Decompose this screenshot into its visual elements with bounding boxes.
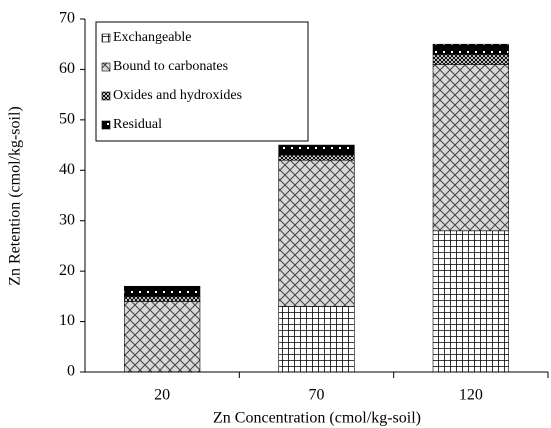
legend-swatch bbox=[101, 33, 111, 43]
legend-box bbox=[95, 21, 309, 142]
legend-swatch bbox=[101, 62, 111, 72]
bar-segment bbox=[432, 43, 509, 55]
y-tick-label: 40 bbox=[59, 161, 75, 178]
legend-label: Exchangeable bbox=[113, 30, 192, 45]
legend: Exchangeable Bound to carbonates Oxides an… bbox=[95, 21, 309, 142]
legend-swatch bbox=[101, 120, 111, 130]
y-axis-label: Zn Retention (cmol/kg-soil) bbox=[7, 106, 24, 286]
legend-swatch bbox=[101, 91, 111, 101]
bar-segment bbox=[278, 306, 355, 373]
y-tick-label: 50 bbox=[59, 111, 75, 128]
y-tick-label: 20 bbox=[59, 262, 75, 279]
bar-segment bbox=[124, 296, 201, 302]
y-tick-label: 60 bbox=[59, 60, 75, 77]
x-axis-label: Zn Concentration (cmol/kg-soil) bbox=[213, 410, 421, 427]
y-tick-label: 0 bbox=[67, 363, 75, 380]
x-tick-label: 70 bbox=[309, 387, 325, 404]
bar-segment bbox=[432, 230, 509, 373]
legend-label: Oxides and hydroxides bbox=[113, 88, 242, 103]
y-tick-label: 30 bbox=[59, 211, 75, 228]
bar-segment bbox=[278, 154, 355, 161]
y-tick-label: 70 bbox=[59, 10, 75, 27]
bar-segment bbox=[124, 301, 201, 373]
bar-segment bbox=[124, 285, 201, 297]
bar-segment bbox=[432, 53, 509, 65]
x-tick-label: 20 bbox=[154, 387, 170, 404]
bar-segment bbox=[278, 159, 355, 307]
y-tick-label: 10 bbox=[59, 312, 75, 329]
legend-label: Bound to carbonates bbox=[113, 59, 228, 74]
x-tick-label: 120 bbox=[459, 387, 483, 404]
bar-segment bbox=[432, 64, 509, 232]
legend-label: Residual bbox=[113, 117, 162, 132]
bar-segment bbox=[278, 144, 355, 156]
